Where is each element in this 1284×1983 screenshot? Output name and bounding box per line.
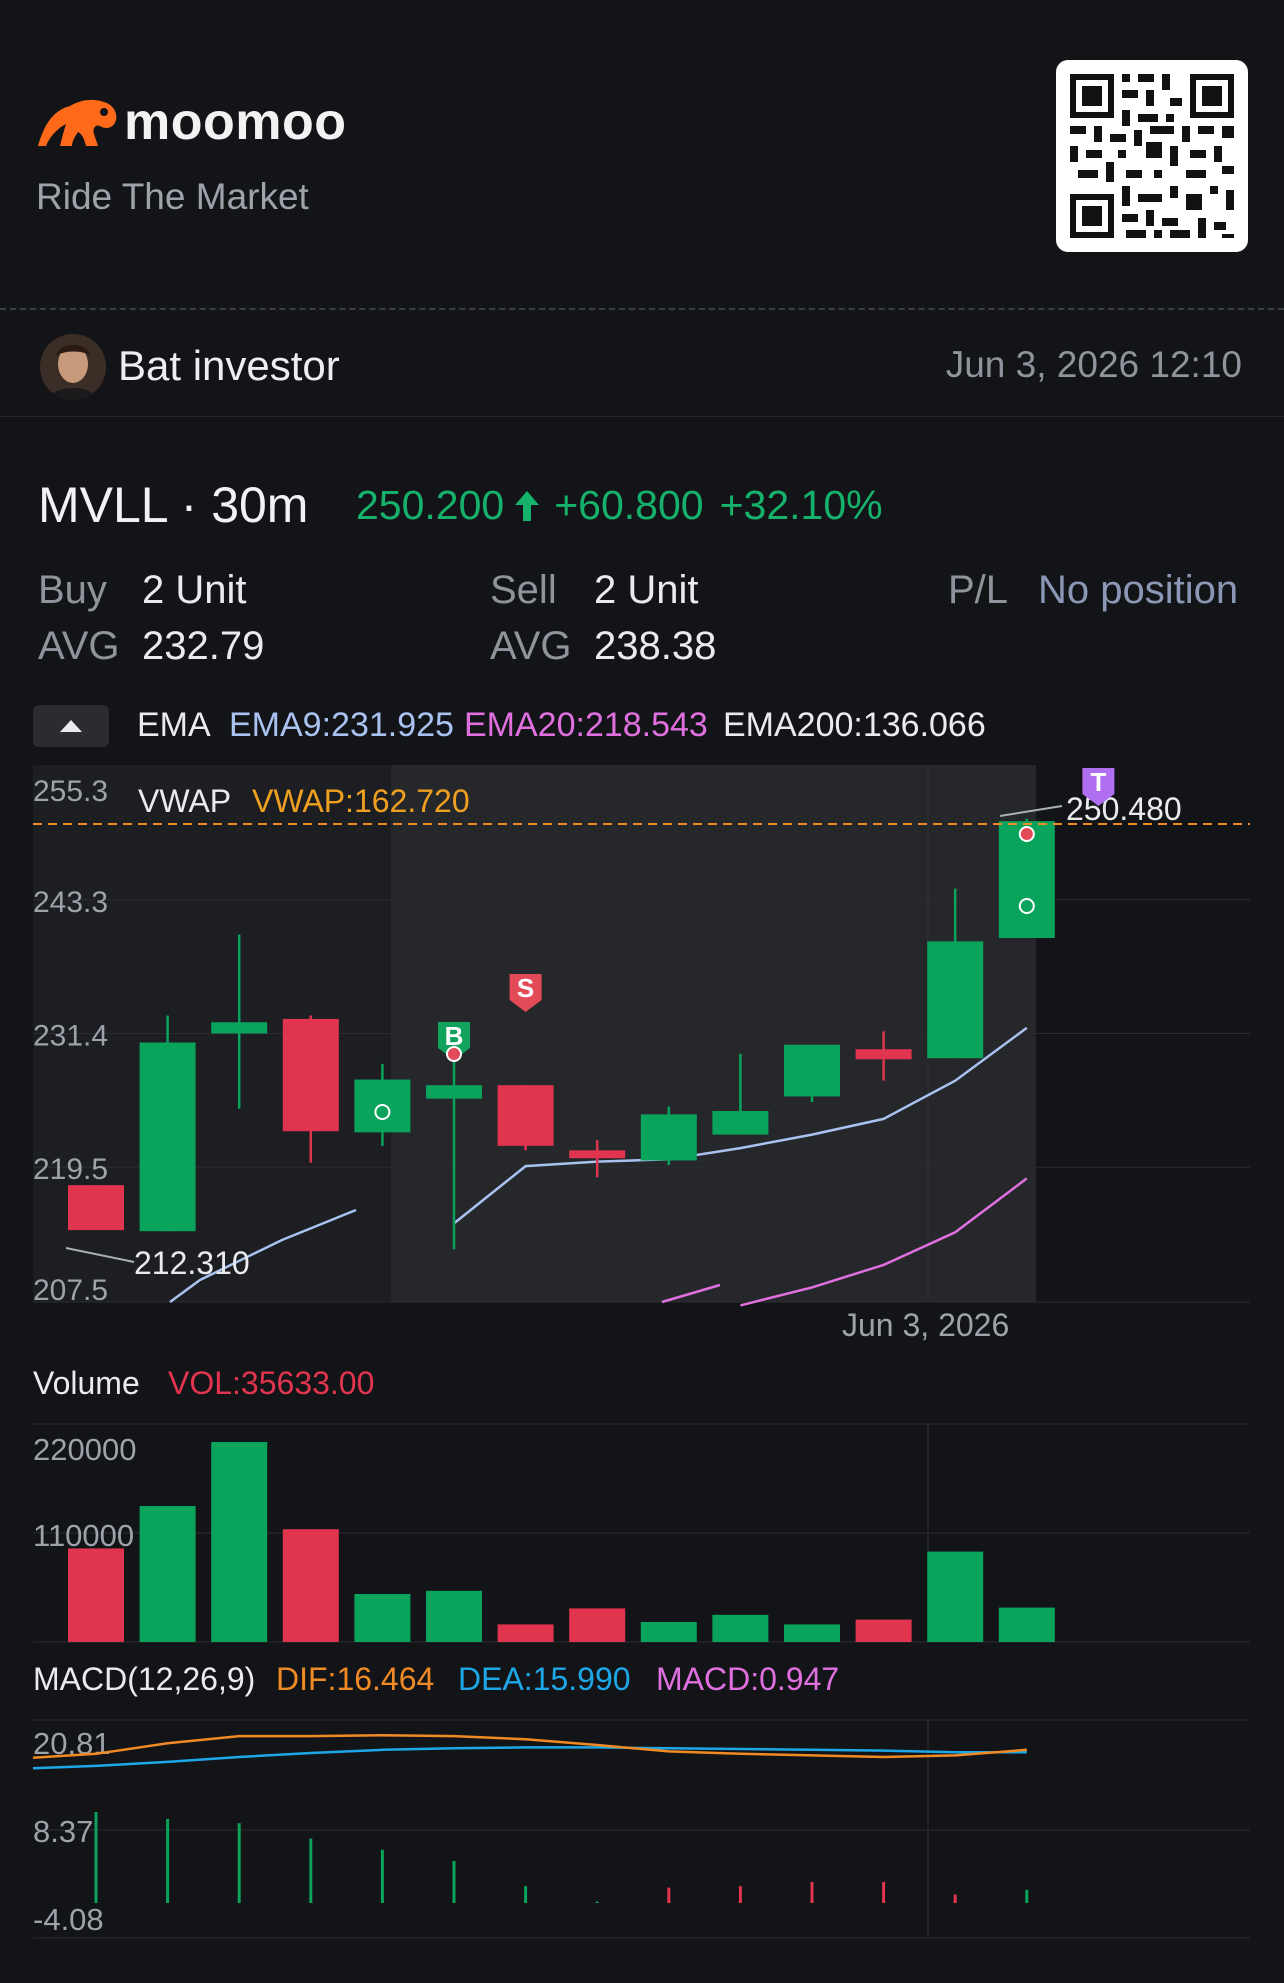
volume-bar — [927, 1551, 984, 1642]
volume-bar — [354, 1594, 411, 1642]
ema20-line — [740, 1177, 1028, 1307]
sell-label: Sell — [490, 568, 557, 612]
candle-body — [784, 1044, 840, 1097]
price-change: +60.800 — [554, 482, 704, 528]
sell-avg-value: 238.38 — [594, 624, 717, 668]
y-tick-label: 255.3 — [33, 775, 108, 808]
avatar[interactable] — [40, 334, 106, 400]
candle-body — [497, 1085, 554, 1146]
price-callout-label: 250.480 — [1066, 791, 1182, 827]
volume-bar — [712, 1614, 769, 1642]
header-divider — [0, 308, 1284, 310]
qr-code[interactable] — [1056, 60, 1248, 252]
ema9-line — [453, 1026, 1028, 1225]
buy-avg-label: AVG — [38, 624, 120, 668]
arrow-up-icon — [515, 490, 540, 521]
y-tick-label: 207.5 — [33, 1274, 108, 1307]
low-callout-label: 212.310 — [134, 1245, 250, 1281]
y-tick-label: 243.3 — [33, 886, 108, 919]
collapse-button[interactable] — [33, 705, 109, 747]
y-tick-label: 219.5 — [33, 1153, 108, 1186]
vwap-label: VWAP — [138, 783, 231, 819]
trade-marker-label: B — [445, 1021, 464, 1051]
y-tick-label: 8.37 — [33, 1814, 93, 1849]
candle-body — [211, 1022, 268, 1034]
ema9-value: EMA9:231.925 — [229, 706, 454, 744]
volume-bar — [139, 1506, 196, 1642]
trade-marker-s-icon — [509, 974, 542, 1012]
sell-fill-dot — [446, 1046, 462, 1062]
row-divider — [0, 416, 1284, 417]
candle-body — [712, 1111, 769, 1135]
sell-fill-dot — [1018, 826, 1035, 842]
buy-fill-dot — [374, 1104, 391, 1120]
dif-value: DIF:16.464 — [276, 1661, 434, 1697]
moomoo-logo-icon — [38, 99, 117, 146]
post-timestamp: Jun 3, 2026 12:10 — [945, 344, 1242, 385]
caret-up-icon — [60, 720, 82, 732]
volume-bar — [855, 1619, 912, 1642]
sell-avg-label: AVG — [490, 624, 572, 668]
candle-body — [139, 1042, 196, 1232]
pl-value: No position — [1038, 568, 1239, 612]
qr-code-icon — [1070, 74, 1234, 238]
user-portrait-icon — [40, 334, 106, 400]
vwap-value: VWAP:162.720 — [252, 783, 470, 819]
trade-marker-label: S — [517, 973, 534, 1003]
candle-body — [640, 1114, 697, 1161]
ema-label: EMA — [137, 706, 211, 744]
brand-tagline: Ride The Market — [36, 176, 309, 217]
author-name[interactable]: Bat investor — [118, 342, 340, 389]
ema20-value: EMA20:218.543 — [464, 706, 708, 744]
volume-bar — [569, 1608, 626, 1642]
buy-label: Buy — [38, 568, 107, 612]
candle-body — [569, 1150, 626, 1159]
candle-body — [927, 941, 984, 1059]
volume-label: Volume — [33, 1365, 140, 1401]
last-price: 250.200 — [356, 482, 505, 528]
y-tick-label: -4.08 — [33, 1902, 104, 1937]
pl-label: P/L — [948, 568, 1009, 612]
brand-name: moomoo — [124, 93, 347, 151]
dif-line — [32, 1734, 1027, 1760]
volume-bar — [998, 1607, 1055, 1642]
macd-label: MACD(12,26,9) — [33, 1661, 255, 1697]
candle-body — [68, 1185, 124, 1231]
y-tick-label: 220000 — [33, 1432, 136, 1467]
candle-body — [282, 1018, 339, 1132]
ema20-line-leadin — [661, 1283, 721, 1304]
candle-body — [426, 1085, 482, 1099]
volume-bar — [497, 1624, 554, 1642]
x-axis-date-label: Jun 3, 2026 — [842, 1307, 1009, 1343]
macd-value: MACD:0.947 — [656, 1661, 839, 1697]
candle-body — [855, 1049, 912, 1060]
y-tick-label: 231.4 — [33, 1020, 108, 1053]
volume-bar — [211, 1442, 268, 1642]
sell-units: 2 Unit — [594, 568, 699, 612]
ticker-symbol[interactable]: MVLL · 30m — [38, 477, 309, 533]
volume-value: VOL:35633.00 — [168, 1365, 374, 1401]
y-tick-label: 110000 — [33, 1518, 134, 1553]
ema200-value: EMA200:136.066 — [723, 706, 986, 744]
volume-bar — [282, 1529, 339, 1642]
volume-bar — [784, 1624, 840, 1642]
volume-bar — [640, 1622, 697, 1642]
dea-value: DEA:15.990 — [458, 1661, 631, 1697]
buy-avg-value: 232.79 — [142, 624, 265, 668]
dea-line — [32, 1746, 1027, 1770]
trade-marker-b-icon — [438, 1022, 470, 1060]
price-callout-line — [999, 805, 1063, 817]
price-change-pct: +32.10% — [719, 482, 883, 528]
ema9-line-leadin — [169, 1208, 357, 1304]
low-callout-line — [65, 1247, 135, 1263]
volume-bar — [426, 1590, 482, 1642]
trade-marker-t-icon — [1082, 768, 1115, 806]
buy-units: 2 Unit — [142, 568, 247, 612]
volume-bar — [68, 1548, 124, 1642]
price-line: 250.200 +60.800 +32.10% — [356, 482, 883, 529]
buy-fill-dot — [1018, 898, 1035, 914]
trade-marker-label: T — [1090, 767, 1106, 797]
